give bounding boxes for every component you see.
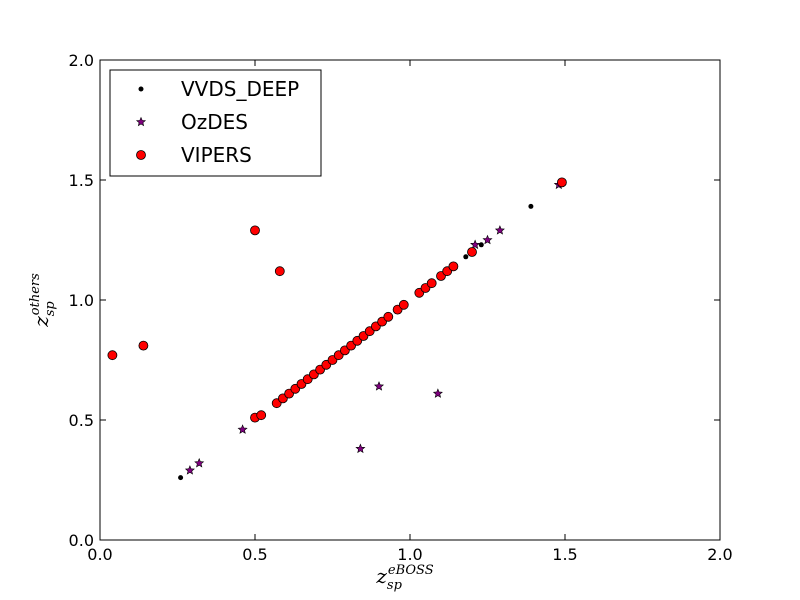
legend-marker-vvds-deep — [138, 86, 144, 92]
data-point-ozdes — [237, 424, 248, 434]
x-axis-label-sub: sp — [387, 578, 403, 593]
x-tick-label: 2.0 — [707, 545, 732, 564]
legend: VVDS_DEEP OzDES VIPERS — [109, 69, 322, 177]
data-point-ozdes — [494, 225, 505, 235]
y-axis-label-sup: others — [28, 273, 43, 315]
x-axis-label-sup: eBOSS — [388, 563, 434, 578]
data-point-ozdes — [432, 388, 443, 398]
data-point-vipers — [426, 278, 437, 289]
data-point-vipers — [557, 177, 567, 188]
data-point-vipers — [138, 340, 149, 351]
x-axis-label-base: z — [375, 564, 387, 588]
data-point-vvds-deep — [463, 254, 469, 260]
x-tick-label: 1.0 — [397, 545, 422, 564]
x-tick-label: 0.0 — [87, 545, 112, 564]
legend-label-vipers: VIPERS — [181, 143, 252, 167]
y-tick-label: 0.0 — [69, 531, 94, 550]
data-point-vipers — [256, 410, 267, 421]
x-axis-label: zspeBOSS — [375, 563, 433, 593]
legend-marker-vipers — [136, 150, 146, 160]
axis-ticks: 0.0 0.5 1.0 1.5 2.0 0.0 0.5 1.0 1.5 2.0 — [69, 51, 733, 564]
data-point-vvds-deep — [528, 203, 534, 209]
data-point-vipers — [107, 350, 118, 361]
data-point-ozdes — [470, 239, 481, 250]
legend-marker-ozdes — [135, 116, 147, 127]
y-tick-label: 2.0 — [69, 51, 94, 70]
data-point-vipers — [250, 225, 260, 236]
y-axis-label-sub: sp — [43, 301, 58, 317]
data-point-ozdes — [194, 457, 205, 468]
x-tick-label: 0.5 — [242, 545, 267, 564]
y-axis-label: zspothers — [28, 273, 58, 328]
legend-box — [109, 69, 322, 177]
data-point-vvds-deep — [178, 475, 184, 481]
data-point-vipers — [448, 261, 459, 272]
data-point-vipers — [274, 266, 285, 277]
legend-label-ozdes: OzDES — [181, 110, 248, 134]
y-tick-label: 1.0 — [69, 291, 94, 310]
y-axis-label-base: z — [29, 316, 53, 328]
data-point-vipers — [383, 311, 394, 322]
data-point-ozdes — [355, 443, 366, 454]
plot-marks — [107, 177, 567, 481]
data-point-ozdes — [373, 381, 385, 391]
data-point-ozdes — [482, 234, 493, 245]
legend-label-vvds-deep: VVDS_DEEP — [181, 77, 299, 101]
data-point-vipers — [398, 299, 409, 310]
y-tick-label: 0.5 — [69, 411, 94, 430]
data-point-vipers — [467, 247, 477, 257]
y-tick-label: 1.5 — [69, 171, 94, 190]
data-point-ozdes — [184, 465, 195, 475]
data-point-vvds-deep — [478, 242, 484, 248]
x-tick-label: 1.5 — [552, 545, 577, 564]
